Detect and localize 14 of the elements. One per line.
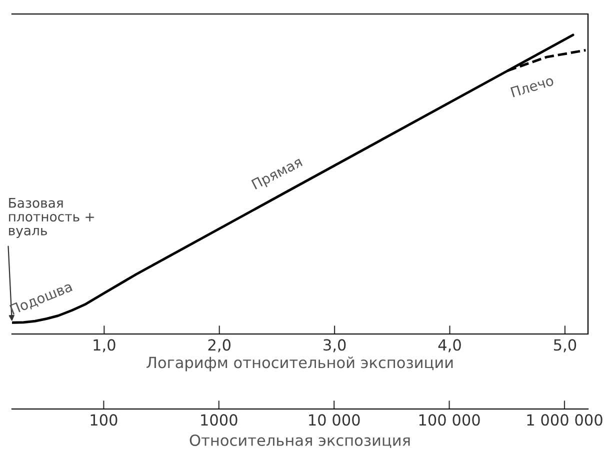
- x-tick-label: 2,0: [208, 339, 230, 352]
- x-axis-title: Логарифм относительной экспозиции: [146, 356, 453, 372]
- annotation: Плечо: [510, 75, 554, 98]
- annotation: Базовая плотность + вуаль: [9, 198, 94, 238]
- x2-tick-label: 1000: [201, 414, 238, 426]
- x2-tick-label: 100: [90, 414, 118, 426]
- x-tick-label: 3,0: [324, 339, 346, 352]
- x2-tick-label: 10 000: [309, 414, 360, 426]
- x-tick-label: 5,0: [554, 339, 576, 352]
- x-tick-label: 4,0: [438, 339, 461, 352]
- x2-axis-title: Относительная экспозиция: [190, 434, 410, 448]
- x-tick-label: 1,0: [94, 339, 116, 352]
- x2-tick-label: 1 000 000: [527, 414, 602, 426]
- x2-tick-label: 100 000: [419, 414, 480, 426]
